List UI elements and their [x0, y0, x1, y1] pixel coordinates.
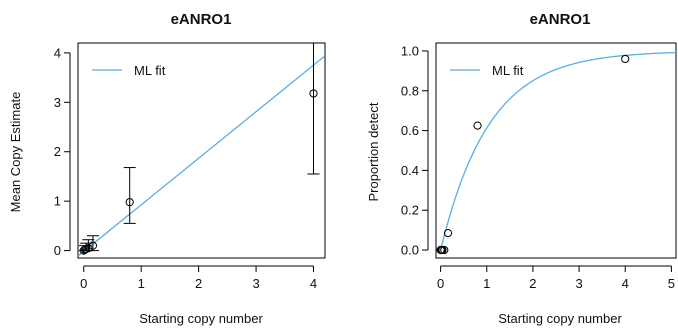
y-tick-label: 1 — [54, 194, 61, 209]
x-tick-label: 0 — [437, 276, 444, 291]
legend: ML fit — [450, 63, 524, 78]
legend: ML fit — [92, 63, 166, 78]
x-tick-label: 5 — [668, 276, 675, 291]
y-tick-label: 0.6 — [401, 123, 419, 138]
y-tick-label: 0.4 — [401, 163, 419, 178]
plot-frame — [435, 42, 677, 259]
chart-title-right: eANRO1 — [530, 11, 591, 28]
x-tick-label: 2 — [195, 276, 202, 291]
data-point — [88, 241, 98, 250]
chart-panel-proportion: eANRO1 Starting copy number Proportion d… — [366, 11, 677, 326]
x-tick-label: 2 — [529, 276, 536, 291]
plot-area-left: 0 1 2 3 4 0 1 2 3 4 ML fit — [54, 42, 326, 291]
plot-area-right: 0 1 2 3 4 5 0.0 0.2 0.4 0.6 0.8 1.0 ML fit — [401, 42, 677, 291]
data-point — [309, 89, 318, 98]
error-bar — [123, 167, 136, 224]
legend-label: ML fit — [492, 63, 524, 78]
y-tick-label: 2 — [54, 144, 61, 159]
x-tick-label: 4 — [310, 276, 317, 291]
data-point — [125, 198, 134, 207]
y-tick-label: 0.8 — [401, 83, 419, 98]
x-tick-label: 1 — [138, 276, 145, 291]
y-tick-label: 0.2 — [401, 203, 419, 218]
y-tick-label: 3 — [54, 95, 61, 110]
y-axis-label-left: Mean Copy Estimate — [8, 92, 23, 213]
chart-title-left: eANRO1 — [171, 11, 232, 28]
x-tick-label: 3 — [575, 276, 582, 291]
x-tick-label: 4 — [622, 276, 629, 291]
x-tick-label: 1 — [483, 276, 490, 291]
y-tick-label: 0.0 — [401, 243, 419, 258]
y-tick-label: 4 — [54, 45, 61, 60]
legend-label: ML fit — [134, 63, 166, 78]
data-point — [84, 244, 93, 253]
y-tick-label: 1.0 — [401, 43, 419, 58]
y-axis-label-right: Proportion detect — [366, 102, 381, 201]
ml-fit-line — [78, 55, 325, 257]
x-tick-label: 0 — [80, 276, 87, 291]
data-point — [473, 121, 482, 130]
data-point — [440, 245, 449, 255]
data-point — [79, 246, 88, 255]
ml-fit-curve — [439, 51, 676, 251]
plot-frame — [77, 42, 326, 259]
chart-panel-mean-copy: eANRO1 Starting copy number Mean Copy Es… — [8, 11, 326, 326]
y-tick-label: 0 — [54, 243, 61, 258]
x-tick-label: 3 — [252, 276, 259, 291]
data-point — [443, 229, 453, 238]
error-bar — [307, 42, 320, 175]
x-axis-label-right: Starting copy number — [498, 311, 622, 326]
data-point — [621, 54, 630, 64]
x-axis-label-left: Starting copy number — [139, 311, 263, 326]
